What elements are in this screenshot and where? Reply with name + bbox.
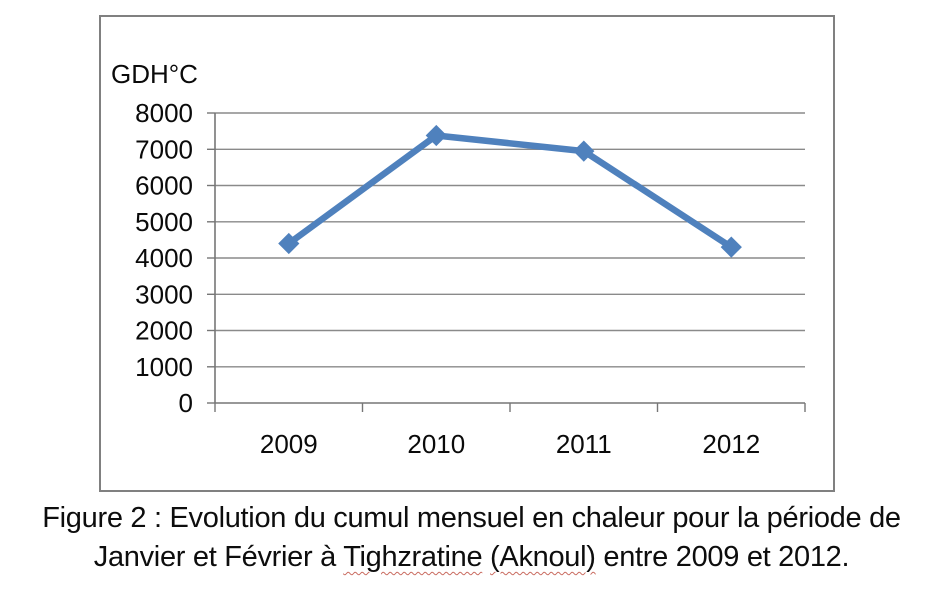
x-tick-label: 2011 (556, 429, 612, 459)
y-tick-label: 7000 (135, 134, 193, 164)
y-tick-label: 4000 (135, 243, 193, 273)
y-tick-label: 0 (179, 388, 193, 418)
y-tick-label: 8000 (135, 98, 193, 128)
figure-chart: 0 1000 2000 3000 4000 5000 6000 7000 8000 2009 201… (99, 15, 835, 492)
x-tick-label: 2012 (702, 429, 760, 459)
data-point-marker (573, 140, 595, 162)
y-tick-label: 2000 (135, 316, 193, 346)
y-axis-title: GDH°C (111, 59, 198, 89)
data-point-marker (720, 236, 742, 258)
figure-caption: Figure 2 : Evolution du cumul mensuel en… (0, 499, 943, 577)
caption-misspelled-word-2: (Aknoul) (490, 541, 596, 573)
caption-misspelled-word-1: Tighzratine (343, 541, 483, 573)
caption-line-1: Figure 2 : Evolution du cumul mensuel en… (42, 502, 901, 534)
x-tick-label: 2010 (407, 429, 465, 459)
caption-line-2: Janvier et Février à Tighzratine (Aknoul… (0, 538, 943, 577)
x-tick-label: 2009 (260, 429, 318, 459)
caption-text-prefix: Janvier et Février à (93, 541, 344, 573)
series-line (285, 132, 735, 251)
caption-text-suffix: entre 2009 et 2012. (595, 541, 850, 573)
y-tick-label: 6000 (135, 171, 193, 201)
data-point-marker (278, 232, 300, 255)
y-tick-label: 1000 (135, 352, 193, 382)
y-tick-label: 3000 (135, 279, 193, 309)
caption-text-mid (482, 541, 490, 573)
line-chart: 0 1000 2000 3000 4000 5000 6000 7000 8000 2009 201… (111, 59, 806, 459)
y-tick-label: 5000 (135, 207, 193, 237)
